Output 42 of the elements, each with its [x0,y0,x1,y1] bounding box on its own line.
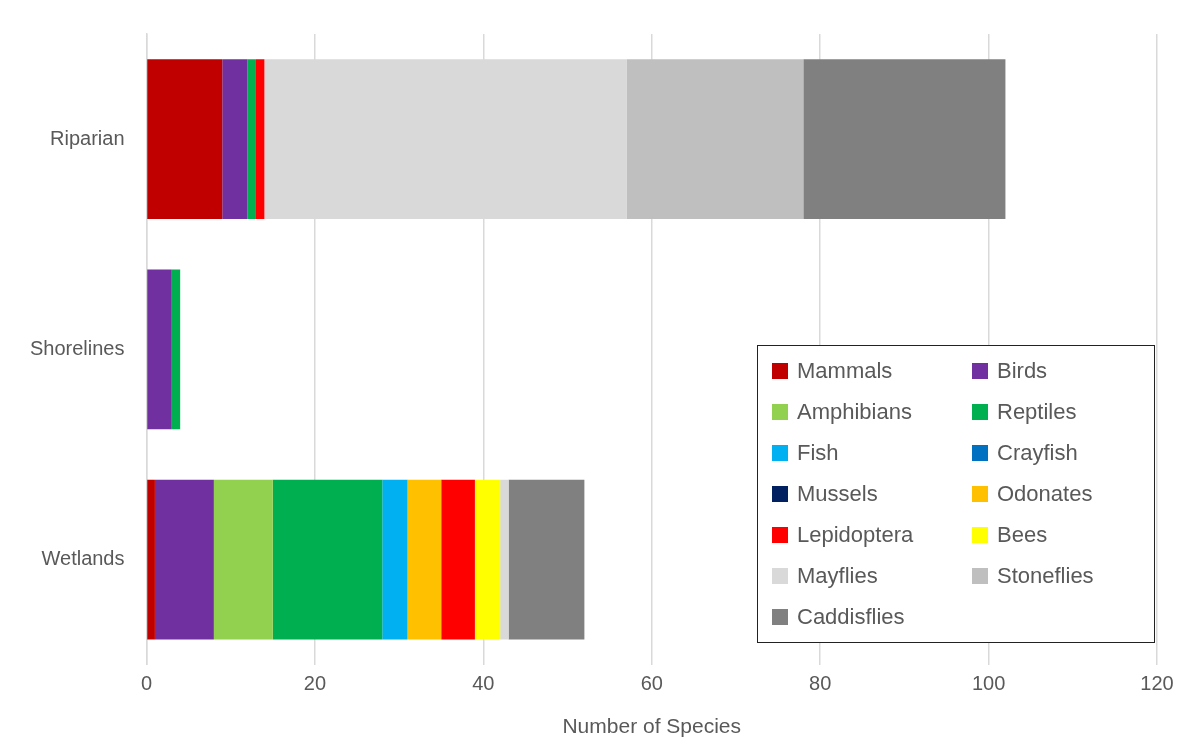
bar [441,479,475,640]
bar [147,59,223,220]
bar [382,479,408,640]
legend-label: Reptiles [997,398,1077,425]
x-tick-label: 120 [1140,672,1174,695]
legend-label: Mayflies [797,562,878,589]
legend-label: Mussels [797,480,878,507]
legend-label: Stoneflies [997,562,1094,589]
legend-label: Crayfish [997,439,1078,466]
bar [255,59,265,220]
x-axis-title: Number of Species [562,714,742,738]
legend-label: Odonates [997,480,1093,507]
x-tick-label: 40 [472,672,495,695]
legend-label: Bees [997,521,1048,548]
bar [803,59,1006,220]
bar [508,479,585,640]
x-tick-label: 80 [809,672,832,695]
x-tick-label: 60 [640,672,663,695]
legend-label: Lepidoptera [797,521,914,548]
x-tick-label: 20 [303,672,327,695]
bar [272,479,383,640]
bar [213,479,273,640]
bar [154,479,214,640]
legend-label: Mammals [797,357,893,384]
y-tick-label: Wetlands [41,547,125,570]
y-tick-label: Shorelines [29,336,125,359]
bar [626,59,804,220]
bar [147,479,155,640]
x-tick-label: 0 [140,672,153,695]
legend-label: Birds [997,357,1048,384]
legend-label: Fish [797,439,839,466]
bar [247,59,256,220]
bar [500,479,509,640]
y-tick-label: Riparian [50,126,125,149]
legend-label: Amphibians [797,398,912,425]
bar [407,479,442,640]
bar [147,269,172,430]
legend-label: Caddisflies [797,603,905,630]
bar [171,269,181,430]
bar [474,479,501,640]
x-tick-label: 100 [971,672,1006,695]
bar [222,59,248,220]
